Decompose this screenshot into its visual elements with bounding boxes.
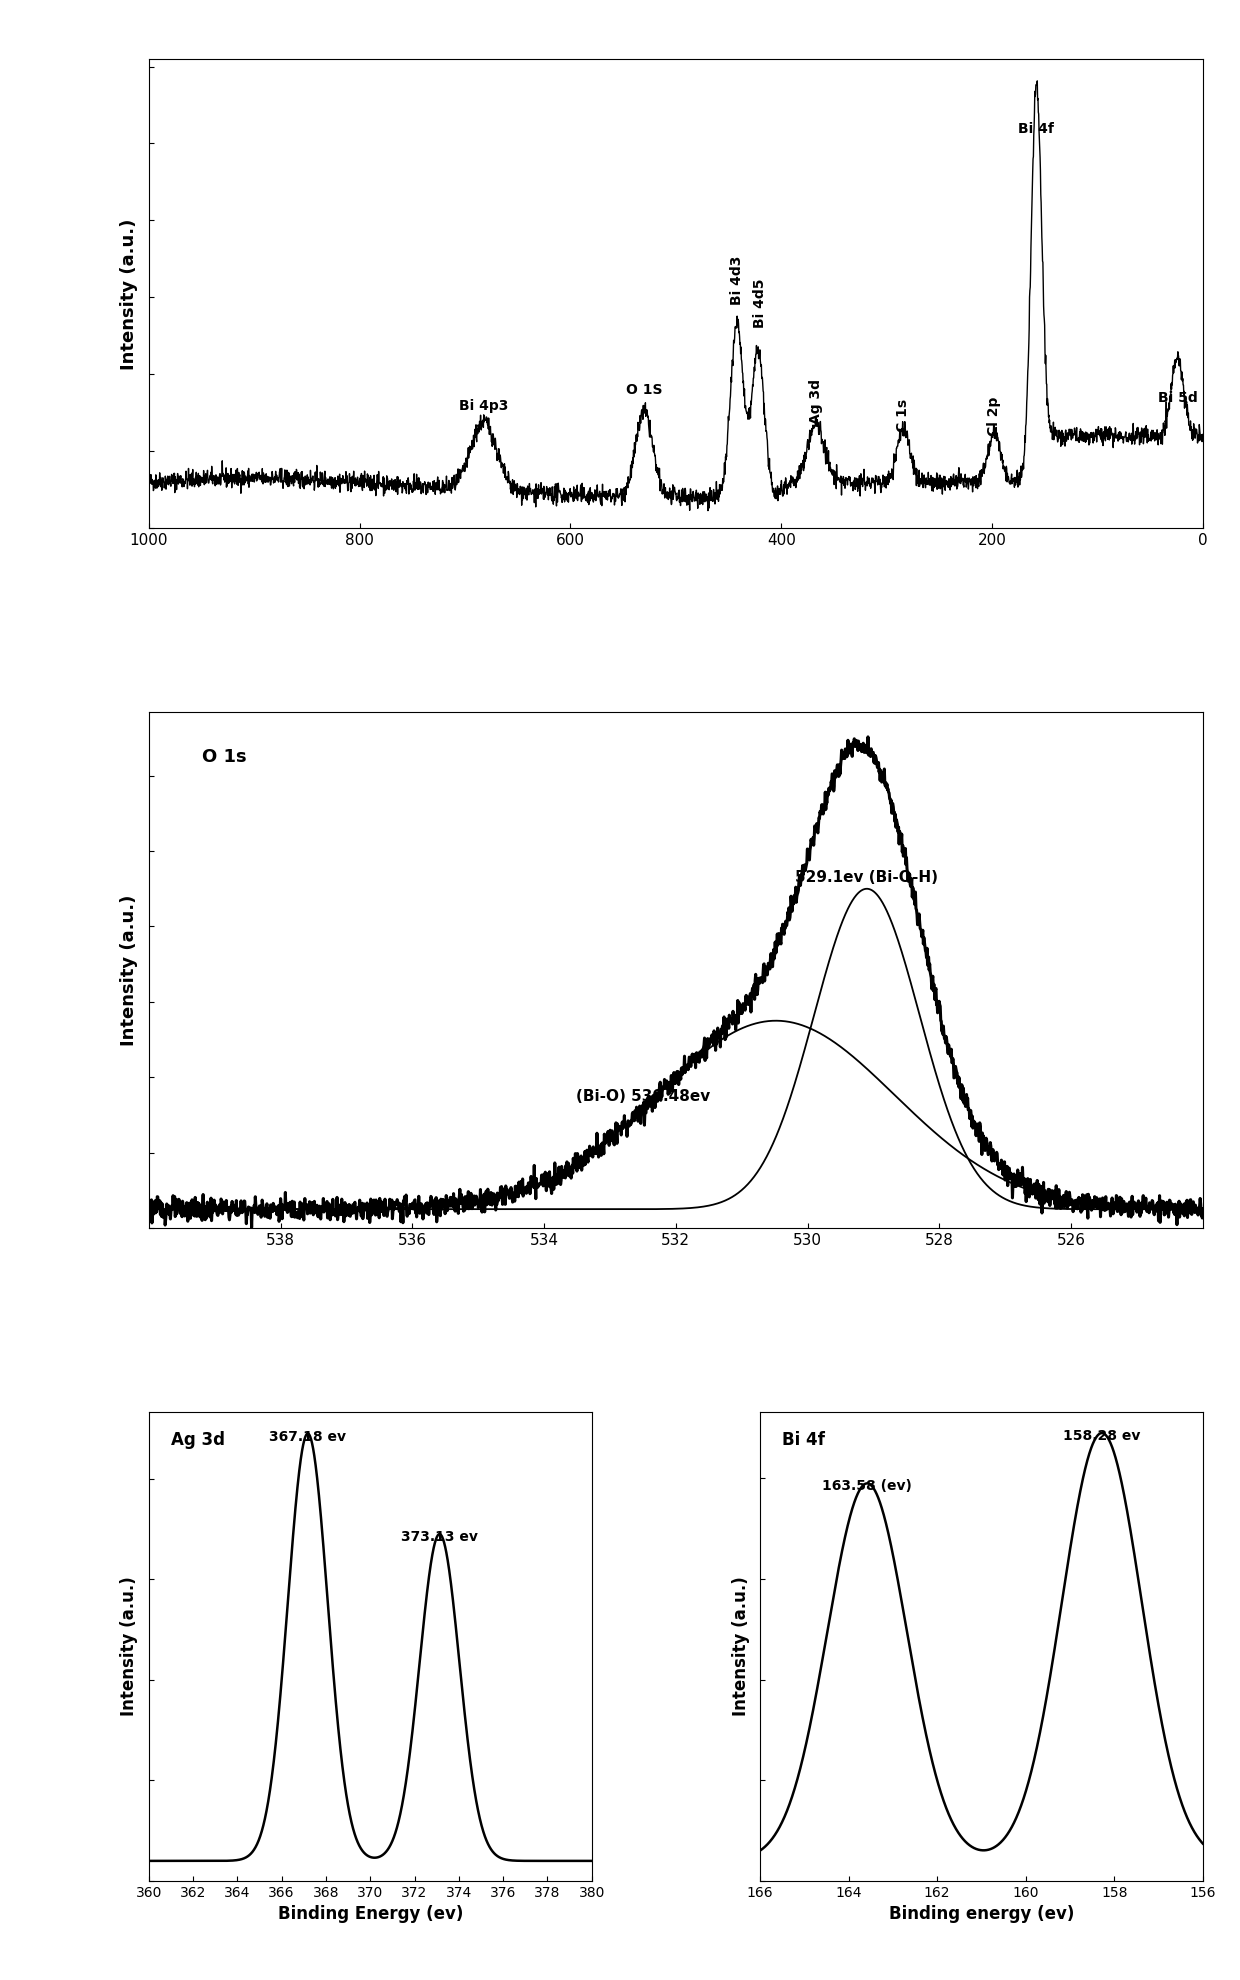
Y-axis label: Intensity (a.u.): Intensity (a.u.) [120,1576,139,1717]
Text: Bi 5d: Bi 5d [1158,392,1198,406]
Y-axis label: Intensity (a.u.): Intensity (a.u.) [120,895,139,1045]
X-axis label: Binding Energy (ev): Binding Energy (ev) [278,1905,463,1923]
Text: Bi 4d5: Bi 4d5 [753,279,768,329]
Text: Bi 4f: Bi 4f [782,1432,825,1449]
Y-axis label: Intensity (a.u.): Intensity (a.u.) [120,218,139,370]
Text: (Bi-O) 530.48ev: (Bi-O) 530.48ev [575,1089,711,1103]
Text: Ag 3d: Ag 3d [808,380,823,424]
Text: 529.1ev (Bi-O-H): 529.1ev (Bi-O-H) [795,869,939,885]
Text: C 1s: C 1s [897,398,910,432]
Text: Bi 4d3: Bi 4d3 [730,255,744,305]
Text: O 1s: O 1s [201,748,246,766]
Text: Cl 2p: Cl 2p [987,396,1001,436]
Text: 373.13 ev: 373.13 ev [401,1531,477,1544]
Text: 158.28 ev: 158.28 ev [1063,1430,1141,1443]
Text: O 1S: O 1S [626,384,662,398]
Text: 163.58 (ev): 163.58 (ev) [822,1479,913,1493]
Text: Bi 4f: Bi 4f [1018,123,1054,137]
X-axis label: Binding energy (ev): Binding energy (ev) [889,1905,1074,1923]
Text: 367.18 ev: 367.18 ev [269,1430,346,1443]
Y-axis label: Intensity (a.u.): Intensity (a.u.) [732,1576,749,1717]
Text: Bi 4p3: Bi 4p3 [459,398,508,412]
Text: Ag 3d: Ag 3d [171,1432,224,1449]
